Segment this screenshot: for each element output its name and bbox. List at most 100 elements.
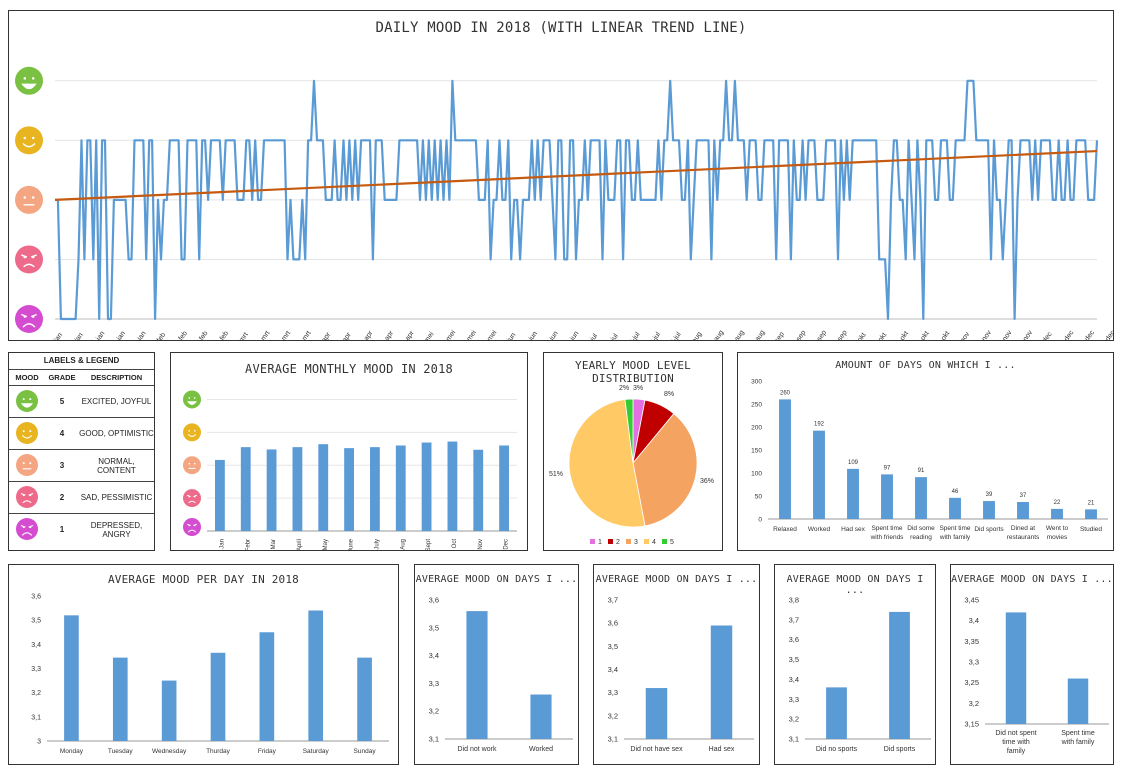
x-tick-label: 15-okt [893, 330, 910, 340]
y-tick-label: 3,3 [429, 679, 439, 688]
x-tick-label: Saturday [303, 748, 330, 755]
x-tick-label: Worked [808, 526, 831, 533]
amount-days-chart: 0 50 100 150 200 250 300 260 Relaxed 192 Worked 109… [751, 379, 1108, 541]
sex-mood-chart: 3,1 3,2 3,3 3,4 3,5 3,6 3,7 Did not have sex Had… [608, 596, 754, 753]
y-tick-label: 3,6 [31, 594, 41, 601]
legend-grade: 5 [45, 385, 79, 418]
x-tick-label: May [323, 539, 329, 550]
x-tick-label: April [297, 539, 303, 550]
y-tick-label: 3,3 [608, 688, 618, 697]
pie-slice [632, 413, 698, 527]
daily-mood-chart: 1-jan8-jan15-jan22-jan29-jan5-feb12-feb1… [15, 66, 1113, 340]
face-mouth [187, 529, 197, 533]
y-tick-label: 3,3 [969, 658, 979, 667]
x-tick-label: 9-jul [606, 332, 620, 340]
sad-face-icon [15, 245, 43, 274]
x-tick-label: 20-aug [728, 329, 746, 340]
y-tick-label: 3,1 [429, 735, 439, 744]
x-tick-label: Did not have sex [630, 746, 683, 753]
x-tick-label: Did some reading [907, 525, 935, 541]
x-tick-label: 12-feb [172, 330, 189, 340]
bar [881, 474, 893, 519]
happy-face-icon [183, 423, 201, 442]
face-eye [193, 462, 196, 465]
legend-description: GOOD, OPTIMISTIC [79, 417, 154, 450]
x-tick-label: 25-jun [563, 330, 580, 340]
face-circle [183, 390, 201, 409]
x-tick-label: Febr [245, 539, 251, 550]
x-tick-label: June [349, 538, 355, 550]
x-tick-label: 28-mei [480, 329, 498, 340]
y-tick-label: 3,2 [608, 711, 618, 720]
legend-header-grade: GRADE [45, 369, 79, 386]
legend-swatch [662, 539, 667, 544]
daily-mood-line [55, 79, 1099, 321]
y-tick-label: 50 [755, 494, 763, 501]
bar-value-label: 109 [848, 460, 859, 466]
face-circle [16, 453, 38, 476]
x-tick-label: 30-apr [398, 329, 416, 340]
x-tick-label: Did sports [884, 746, 916, 753]
y-tick-label: 100 [751, 471, 762, 478]
sports-mood-panel: AVERAGE MOOD ON DAYS I ... 3,1 3,2 3,3 3,4 3… [774, 564, 936, 765]
face-eye [23, 77, 27, 80]
legend-face-2-cell [9, 481, 45, 514]
legend-header-description: DESCRIPTION [79, 369, 154, 386]
pie-slice [624, 398, 634, 464]
y-tick-label: 200 [751, 425, 762, 432]
bar [259, 632, 275, 741]
work-mood-chart: 3,1 3,2 3,3 3,4 3,5 3,6 Did not work Worked [429, 596, 573, 753]
face-eye [23, 255, 27, 259]
x-tick-line: Dined at [1011, 525, 1035, 532]
amount-days-title: AMOUNT OF DAYS ON WHICH I ... [835, 360, 1016, 371]
y-tick-label: 3,5 [31, 618, 41, 625]
bar [847, 468, 859, 519]
y-tick-label: 3,4 [608, 665, 618, 674]
legend-label: 3 [634, 539, 638, 546]
face-circle [16, 517, 38, 540]
legend-table: MOOD GRADE DESCRIPTION 5 EXCITED, JOYFUL… [9, 369, 154, 546]
x-tick-label: Worked [529, 746, 553, 753]
x-tick-line: time with [1002, 739, 1030, 746]
x-tick-label: 26-nov [1016, 329, 1034, 340]
face-mouth [187, 434, 197, 437]
y-tick-label: 3,4 [31, 642, 41, 649]
bar [210, 652, 226, 741]
legend-panel: LABELS & LEGEND MOOD GRADE DESCRIPTION 5… [8, 352, 155, 551]
pie-slice-label: 3% [633, 385, 643, 392]
bar [1067, 678, 1089, 724]
legend-row: 4 GOOD, OPTIMISTIC [9, 417, 154, 450]
bar [710, 625, 733, 739]
neutral-face-icon [16, 453, 38, 476]
bar [473, 449, 484, 531]
x-tick-label: 24-sep [831, 329, 849, 340]
happy-face-icon [16, 421, 38, 444]
bar [949, 497, 961, 519]
face-mouth [22, 532, 32, 536]
happy-face-icon [15, 126, 43, 155]
sex-mood-panel: AVERAGE MOOD ON DAYS I ... 3,1 3,2 3,3 3,4 3… [593, 564, 760, 765]
face-circle [183, 518, 201, 536]
face-eye [31, 196, 35, 199]
x-tick-label: 23-apr [378, 329, 396, 340]
face-circle [15, 185, 43, 214]
x-tick-label: 5-mrt [235, 331, 250, 340]
y-tick-label: 3,4 [789, 675, 799, 684]
y-tick-label: 3 [37, 739, 41, 746]
bar [318, 444, 329, 531]
bar [813, 430, 825, 519]
bar [779, 399, 791, 519]
legend-label: 2 [616, 539, 620, 546]
bar [499, 445, 509, 531]
x-tick-label: 8-jan [70, 332, 85, 340]
trend-line [54, 149, 1098, 201]
angry-face-icon [16, 517, 38, 540]
bar [357, 657, 372, 741]
bar [1051, 508, 1063, 519]
legend-swatch [644, 539, 649, 544]
face-eye [23, 315, 27, 318]
x-tick-label: 23-jul [647, 331, 663, 340]
bar-value-label: 39 [986, 492, 993, 498]
face-eye [31, 136, 35, 140]
excited-face-icon [183, 390, 201, 409]
